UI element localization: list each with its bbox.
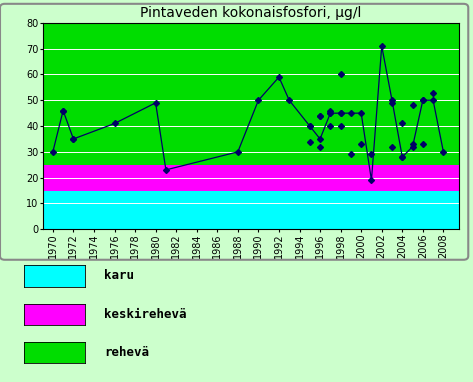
Text: rehevä: rehevä [104,346,149,359]
Text: karu: karu [104,269,134,283]
Bar [43,191,459,229]
Text: keskirehevä: keskirehevä [104,308,186,321]
Title: Pintaveden kokonaisfosfori, μg/l: Pintaveden kokonaisfosfori, μg/l [140,6,361,20]
Bar [43,165,459,191]
